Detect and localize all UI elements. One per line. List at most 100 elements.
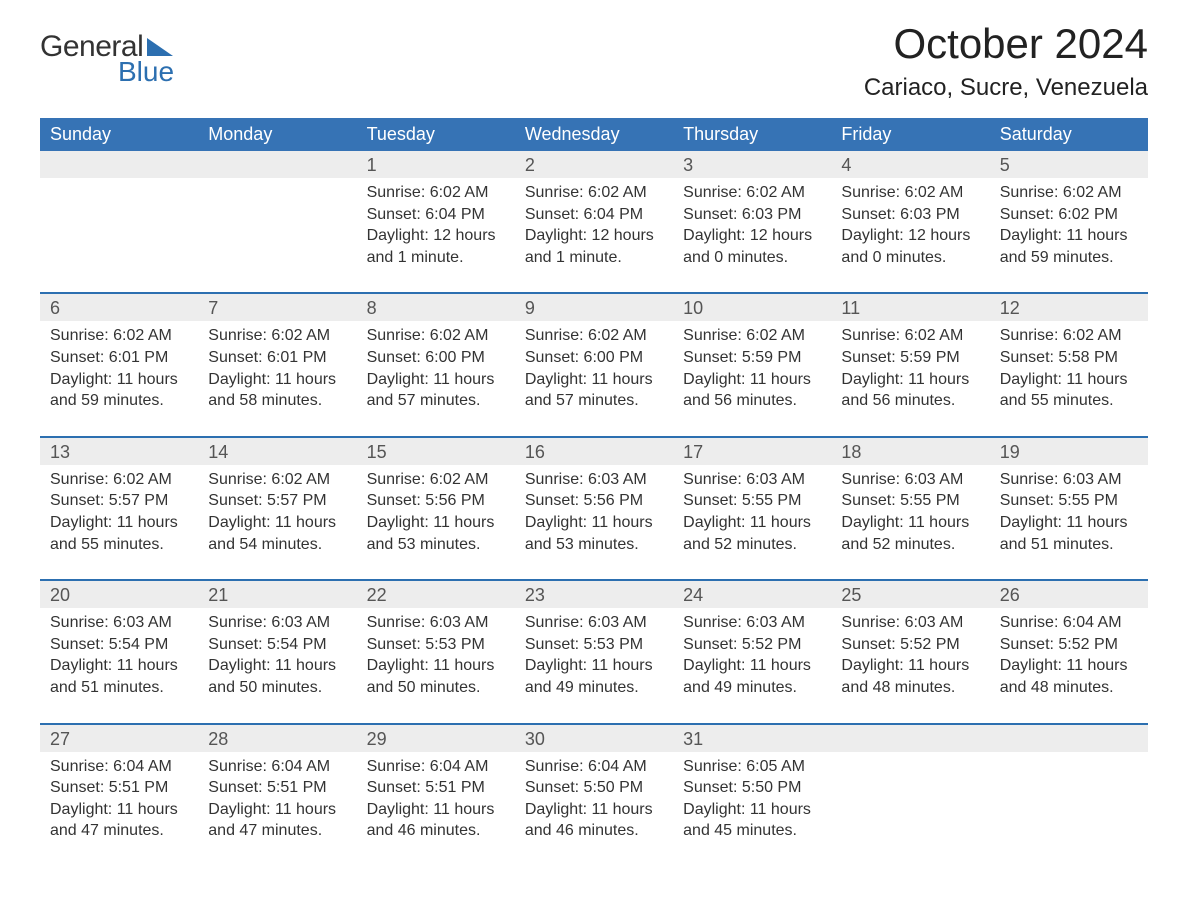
sunrise-label: Sunrise: 6:02 AM [841,325,979,347]
daylight-label: Daylight: 11 hours and 48 minutes. [841,655,979,698]
day-number: 27 [40,725,198,752]
daylight-label: Daylight: 11 hours and 53 minutes. [367,512,505,555]
daynum-row: 12345 [40,151,1148,178]
weekday-header: Thursday [673,118,831,151]
day-cell: Sunrise: 6:02 AMSunset: 6:01 PMDaylight:… [40,321,198,427]
daylight-label: Daylight: 11 hours and 58 minutes. [208,369,346,412]
sunset-label: Sunset: 5:52 PM [683,634,821,656]
daylight-label: Daylight: 11 hours and 52 minutes. [683,512,821,555]
sunrise-label: Sunrise: 6:02 AM [525,325,663,347]
sunset-label: Sunset: 5:51 PM [208,777,346,799]
brand-logo: General Blue [40,30,174,88]
month-title: October 2024 [864,20,1148,68]
sunset-label: Sunset: 6:04 PM [525,204,663,226]
weekday-header-row: SundayMondayTuesdayWednesdayThursdayFrid… [40,118,1148,151]
day-cell: Sunrise: 6:04 AMSunset: 5:51 PMDaylight:… [357,752,515,858]
day-number: 31 [673,725,831,752]
sunrise-label: Sunrise: 6:02 AM [525,182,663,204]
sunset-label: Sunset: 5:52 PM [841,634,979,656]
week-row: 20212223242526Sunrise: 6:03 AMSunset: 5:… [40,579,1148,714]
daylight-label: Daylight: 12 hours and 0 minutes. [683,225,821,268]
sunrise-label: Sunrise: 6:02 AM [367,325,505,347]
day-cell: Sunrise: 6:03 AMSunset: 5:54 PMDaylight:… [198,608,356,714]
sunrise-label: Sunrise: 6:03 AM [208,612,346,634]
day-cell: Sunrise: 6:03 AMSunset: 5:54 PMDaylight:… [40,608,198,714]
day-number: 3 [673,151,831,178]
daylight-label: Daylight: 11 hours and 53 minutes. [525,512,663,555]
daylight-label: Daylight: 11 hours and 57 minutes. [367,369,505,412]
day-number: 17 [673,438,831,465]
sunset-label: Sunset: 5:50 PM [525,777,663,799]
sunrise-label: Sunrise: 6:03 AM [367,612,505,634]
day-cell: Sunrise: 6:02 AMSunset: 5:56 PMDaylight:… [357,465,515,571]
daylight-label: Daylight: 11 hours and 50 minutes. [208,655,346,698]
sunrise-label: Sunrise: 6:04 AM [208,756,346,778]
daylight-label: Daylight: 11 hours and 50 minutes. [367,655,505,698]
day-number: 7 [198,294,356,321]
sunrise-label: Sunrise: 6:03 AM [1000,469,1138,491]
day-number: 14 [198,438,356,465]
day-number [831,725,989,752]
daylight-label: Daylight: 11 hours and 47 minutes. [208,799,346,842]
day-cell: Sunrise: 6:03 AMSunset: 5:56 PMDaylight:… [515,465,673,571]
daynum-row: 2728293031 [40,725,1148,752]
day-cell: Sunrise: 6:02 AMSunset: 5:57 PMDaylight:… [40,465,198,571]
sunrise-label: Sunrise: 6:02 AM [683,325,821,347]
day-number: 15 [357,438,515,465]
day-cell: Sunrise: 6:04 AMSunset: 5:50 PMDaylight:… [515,752,673,858]
day-cell: Sunrise: 6:02 AMSunset: 5:57 PMDaylight:… [198,465,356,571]
sunset-label: Sunset: 5:55 PM [683,490,821,512]
daylight-label: Daylight: 11 hours and 49 minutes. [525,655,663,698]
day-cell: Sunrise: 6:02 AMSunset: 5:59 PMDaylight:… [831,321,989,427]
sunset-label: Sunset: 6:03 PM [841,204,979,226]
day-number: 4 [831,151,989,178]
sunset-label: Sunset: 5:56 PM [525,490,663,512]
sunset-label: Sunset: 5:56 PM [367,490,505,512]
day-cell: Sunrise: 6:03 AMSunset: 5:52 PMDaylight:… [831,608,989,714]
sunrise-label: Sunrise: 6:02 AM [1000,325,1138,347]
day-number: 10 [673,294,831,321]
daynum-row: 13141516171819 [40,438,1148,465]
sunrise-label: Sunrise: 6:02 AM [208,469,346,491]
week-row: 6789101112Sunrise: 6:02 AMSunset: 6:01 P… [40,292,1148,427]
day-number: 22 [357,581,515,608]
day-cell: Sunrise: 6:02 AMSunset: 6:03 PMDaylight:… [673,178,831,284]
sunrise-label: Sunrise: 6:04 AM [367,756,505,778]
day-number: 30 [515,725,673,752]
title-block: October 2024 Cariaco, Sucre, Venezuela [864,20,1148,102]
brand-flag-icon [147,38,173,56]
calendar: SundayMondayTuesdayWednesdayThursdayFrid… [40,118,1148,858]
day-cell: Sunrise: 6:03 AMSunset: 5:55 PMDaylight:… [831,465,989,571]
day-number: 2 [515,151,673,178]
day-cell [40,178,198,284]
day-number: 5 [990,151,1148,178]
weekday-header: Sunday [40,118,198,151]
sunset-label: Sunset: 5:59 PM [683,347,821,369]
sunset-label: Sunset: 6:03 PM [683,204,821,226]
sunset-label: Sunset: 6:01 PM [50,347,188,369]
day-cell: Sunrise: 6:04 AMSunset: 5:52 PMDaylight:… [990,608,1148,714]
day-cell: Sunrise: 6:03 AMSunset: 5:55 PMDaylight:… [673,465,831,571]
sunset-label: Sunset: 5:53 PM [525,634,663,656]
sunrise-label: Sunrise: 6:04 AM [525,756,663,778]
day-cell: Sunrise: 6:05 AMSunset: 5:50 PMDaylight:… [673,752,831,858]
sunrise-label: Sunrise: 6:03 AM [841,612,979,634]
day-number: 21 [198,581,356,608]
daylight-label: Daylight: 11 hours and 51 minutes. [50,655,188,698]
weekday-header: Friday [831,118,989,151]
day-number: 29 [357,725,515,752]
sunset-label: Sunset: 5:57 PM [50,490,188,512]
sunset-label: Sunset: 5:55 PM [1000,490,1138,512]
sunrise-label: Sunrise: 6:02 AM [683,182,821,204]
day-number: 26 [990,581,1148,608]
weeks-container: 12345Sunrise: 6:02 AMSunset: 6:04 PMDayl… [40,151,1148,858]
daylight-label: Daylight: 11 hours and 59 minutes. [50,369,188,412]
sunrise-label: Sunrise: 6:03 AM [841,469,979,491]
weekday-header: Monday [198,118,356,151]
daynum-row: 20212223242526 [40,581,1148,608]
sunset-label: Sunset: 5:59 PM [841,347,979,369]
day-number [198,151,356,178]
day-cell: Sunrise: 6:02 AMSunset: 6:00 PMDaylight:… [515,321,673,427]
day-cell: Sunrise: 6:03 AMSunset: 5:52 PMDaylight:… [673,608,831,714]
sunset-label: Sunset: 5:54 PM [50,634,188,656]
